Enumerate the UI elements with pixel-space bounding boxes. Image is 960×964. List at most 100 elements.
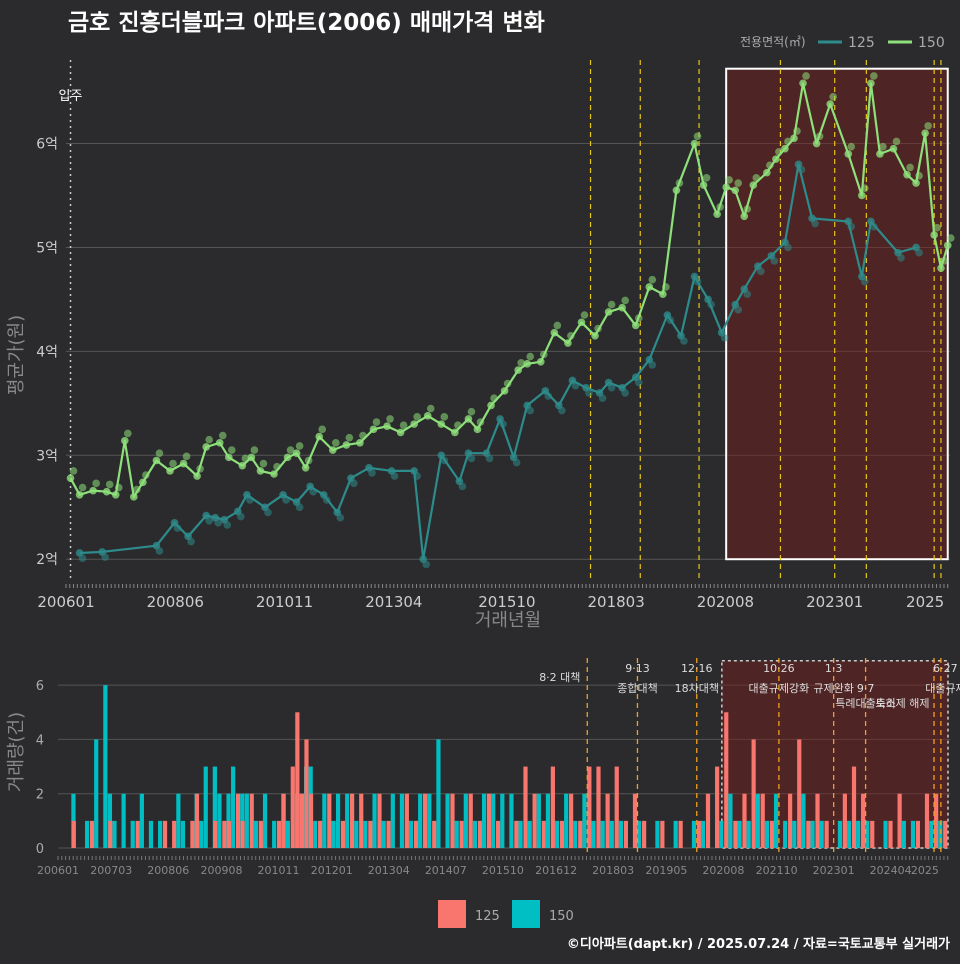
series-150-point [930,231,938,239]
price-highlight-box [725,67,949,561]
price-x-tick-label: 202008 [697,593,754,611]
series-150-point [111,490,120,499]
bar-150 [180,820,186,848]
bar-150 [408,820,414,848]
series-125-point [205,516,213,525]
series-150-point [933,223,941,232]
series-150-point [224,453,233,462]
series-150-point [699,181,708,189]
series-150-point [476,418,485,426]
bar-125 [934,793,939,848]
series-150-point [342,441,351,449]
series-150-point [631,321,640,330]
series-150-point [89,486,97,495]
bar-150 [399,793,405,848]
series-150-point [553,321,562,330]
series-150-point [772,155,780,163]
legend-title: 전용면적(㎡) [740,35,806,49]
series-150-point [763,168,771,177]
series-150-point [672,186,681,195]
bar-150 [554,820,560,848]
series-125-point [101,553,109,561]
series-150-point [826,100,834,108]
bar-150 [203,766,208,848]
bar-150 [445,793,450,848]
bar-125 [678,820,683,848]
volume-x-tick-label: 202404 [870,864,912,877]
series-125-point [467,454,476,463]
bar-150 [673,820,678,848]
series-150-point [847,142,856,151]
series-125-point [897,254,905,262]
bar-125 [660,820,665,848]
series-150-point [386,415,394,423]
series-150-point [889,144,898,153]
volume-y-tick-label: 2 [36,788,44,803]
series-125-point [634,378,643,387]
series-150-point [396,428,405,437]
series-150-point [372,418,381,426]
series-125-point [499,420,507,428]
series-150-point [604,308,613,316]
series-150-point [123,429,132,438]
series-150-point [716,203,724,211]
price-legend: 전용면적(㎡) 125 150 [740,35,945,51]
bar-125 [788,793,793,848]
bar-150 [148,820,154,848]
series-125-point [607,383,616,392]
series-150-point [743,205,752,213]
series-150-point [215,439,224,447]
bar-150 [846,820,852,848]
series-150-point [618,303,626,312]
bar-150 [272,820,277,848]
bar-125 [943,820,948,848]
series-125-point [246,496,254,504]
price-y-tick-label: 3억 [36,448,58,464]
bar-150 [217,793,222,848]
series-125-point [512,458,521,467]
series-150-point [413,413,421,421]
series-150-point [318,425,327,434]
series-125-point [734,306,743,314]
series-125-point [264,508,272,517]
bar-125 [299,793,305,848]
move-in-label: 입주 [59,89,83,104]
bar-125 [924,793,930,848]
bar-125 [190,820,195,848]
bar-125 [760,793,765,848]
series-125-point [558,406,566,415]
bar-150 [481,793,487,848]
series-150-point [66,474,75,482]
bar-125 [514,820,519,848]
legend-150-label: 150 [918,35,945,51]
legend-bar-125-swatch [438,900,466,928]
series-150-point [152,456,161,465]
volume-y-axis-label: 거래량(건) [6,712,27,792]
bar-150 [856,820,861,848]
volume-x-tick-label: 202301 [813,864,855,877]
policy-annotation-date: 8·2 대책 [539,671,580,684]
series-150-point [454,421,462,429]
series-150-point [467,407,476,416]
series-125-point [336,513,345,522]
bar-150 [655,820,660,848]
bar-125 [596,766,601,848]
volume-x-tick-label: 200703 [90,864,132,877]
bar-150 [783,820,788,848]
price-x-tick-label: 202301 [806,593,863,611]
series-150-point [861,184,869,193]
series-150-point [69,467,78,475]
series-125-point [915,248,923,257]
bar-125 [550,766,555,848]
series-150-point [331,439,340,447]
bar-150 [719,820,724,848]
series-150-point [580,311,589,319]
series-150-point [270,470,278,478]
bar-125 [769,820,774,848]
series-125-point [223,521,232,529]
bar-150 [427,793,432,848]
series-150-point [142,471,150,479]
series-150-point [536,357,545,366]
bar-125 [222,820,227,848]
